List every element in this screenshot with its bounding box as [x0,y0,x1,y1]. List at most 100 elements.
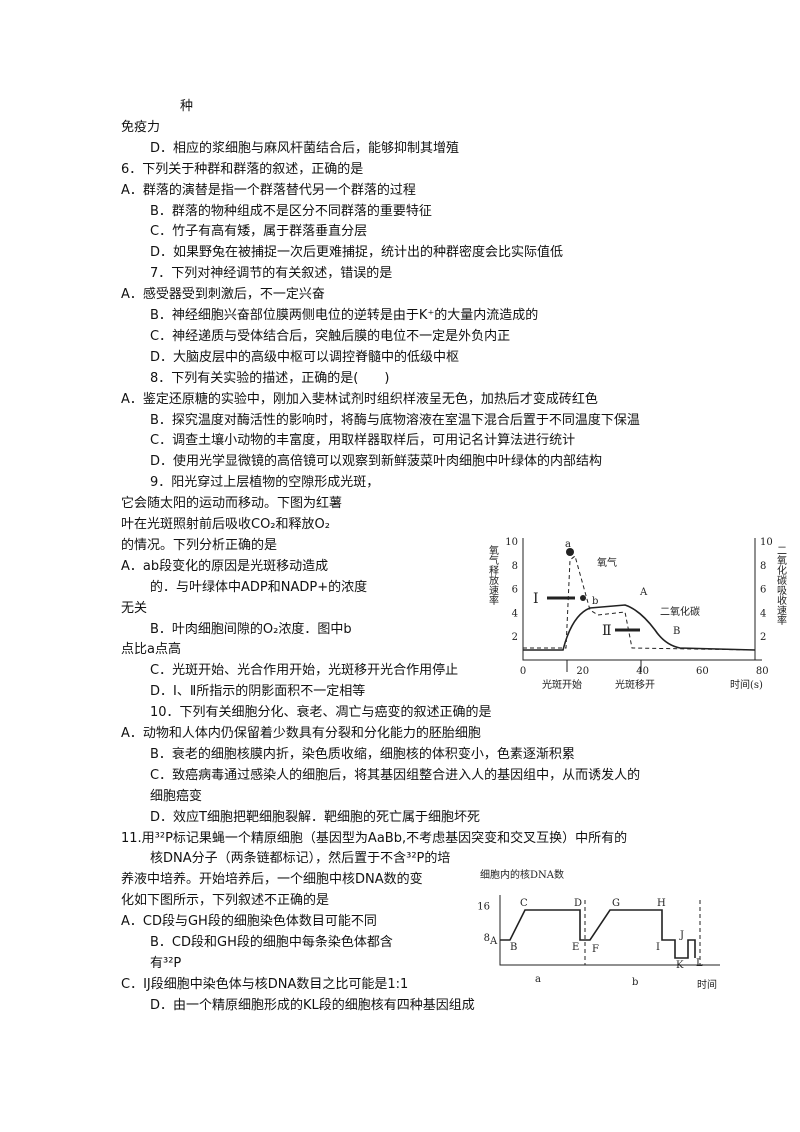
point-label: G [612,898,620,909]
text-line: D．如果野兔在被捕捉一次后更难捕捉，统计出的种群密度会比实际值低 [150,245,564,261]
point [580,595,586,601]
point-label: E [572,942,579,953]
text-line: A．动物和人体内仍保留着少数具有分裂和分化能力的胚胎细胞 [121,726,481,741]
segment-label: b [632,977,638,988]
y2-tick-label: 6 [760,585,766,596]
text-line: 10．下列有关细胞分化、衰老、凋亡与癌变的叙述正确的是 [150,705,492,721]
start-label: 光斑开始 [542,678,582,691]
x-tick-label: 60 [696,666,709,677]
y2-tick-label: 2 [760,632,766,643]
point-label: b [592,596,598,607]
x-tick-label: 0 [520,666,526,677]
text-line: C．竹子有高有矮，属于群落垂直分层 [150,224,368,240]
y2-tick-label: 4 [760,608,766,619]
text-line: 免疫力 [121,119,161,135]
point-label: I [656,942,660,953]
text-line: 6．下列关于种群和群落的叙述，正确的是 [121,161,364,177]
point-label: L [696,958,703,969]
y-tick-label: 8 [484,933,490,944]
point-label: C [520,898,528,909]
y-tick-label: 16 [477,902,490,913]
oxygen-curve [523,555,756,651]
y-tick-label: 10 [505,537,518,548]
y2-tick-label: 10 [760,537,773,548]
co2-curve [523,604,756,651]
x-tick-label: 40 [636,666,649,677]
text-line: 7．下列对神经调节的有关叙述，错误的是 [150,266,393,282]
text-line: C．调查土壤小动物的丰富度，用取样器取样后，可用记名计算法进行统计 [150,433,576,449]
point-label: a [565,539,571,550]
text-line: D．Ⅰ、Ⅱ所指示的阴影面积不一定相等 [150,684,366,700]
point [566,548,574,556]
text-line: 的情况。下列分析正确的是 [121,537,278,553]
text-line: D．相应的浆细胞与麻风杆菌结合后，能够抑制其增殖 [150,140,460,156]
text-line: 养液中培养。开始培养后，一个细胞中核DNA数的变 [121,872,423,888]
axis [522,538,762,661]
text-line: 种 [180,99,194,114]
text-line: D．由一个精原细胞形成的KL段的细胞核有四种基因组成 [150,997,475,1013]
y-label: 氧气释放速率 [487,544,499,606]
text-line: B．叶肉细胞间隙的O₂浓度．图中b [150,621,352,637]
text-line: A．CD段与GH段的细胞染色体数目可能不同 [121,914,377,930]
point-label: F [592,944,599,955]
figure-1: 氧气释放速率 二氧化碳吸收速率 时间(s) 光斑开始 光斑移开 氧气 二氧化碳 … [487,537,787,691]
y-tick-label: 8 [512,561,518,572]
point-label: B [510,942,517,953]
dna-curve [500,909,696,959]
text-line: 的．与叶绿体中ADP和NADP+的浓度 [150,579,368,595]
text-line: C．光斑开始、光合作用开始，光斑移开光合作用停止 [150,663,459,679]
axis [499,895,720,966]
point-label: H [657,898,666,909]
y2-tick-label: 8 [760,561,766,572]
end-label: 光斑移开 [615,678,655,691]
point-label: K [676,960,684,971]
text-line: 9．阳光穿过上层植物的空隙形成光斑， [150,475,380,491]
text-line: 化如下图所示，下列叙述不正确的是 [121,893,330,909]
text-line: C．IJ段细胞中染色体与核DNA数目之比可能是1:1 [121,976,409,992]
text-line: A．鉴定还原糖的实验中，刚加入斐林试剂时组织样液呈无色，加热后才变成砖红色 [121,391,598,407]
point-label: D [574,898,582,909]
text-line: 叶在光斑照射前后吸收CO₂和释放O₂ [121,517,330,532]
text-line: B．神经细胞兴奋部位膜两侧电位的逆转是由于K⁺的大量内流造成的 [150,308,539,323]
text-line: 它会随太阳的运动而移动。下图为红薯 [121,496,343,512]
text-line: 细胞癌变 [150,788,203,804]
text-line: 无关 [121,600,148,616]
y-tick-label: 2 [512,632,518,643]
area-label: Ⅰ [533,591,539,607]
figure-2: 细胞内的核DNA数 时间 a b 16 8 A B C D E F G H I J K L [477,868,720,991]
x-tick-label: 20 [576,666,589,677]
text-line: A．感受器受到刺激后，不一定兴奋 [121,287,325,303]
x-label: 时间(s) [730,678,763,691]
text-line: 点比a点高 [121,642,181,658]
text-line: B．CD段和GH段的细胞中每条染色体都含 [150,935,393,950]
text-line: B．衰老的细胞核膜内折，染色质收缩，细胞核的体积变小，色素逐渐积累 [150,746,575,762]
text-line: C．致癌病毒通过感染人的细胞后，将其基因组整合进入人的基因组中，从而诱发人的 [150,767,641,783]
text-line: 8．下列有关实验的描述，正确的是( ) [150,370,390,386]
point-label: B [673,626,680,637]
fig-title: 细胞内的核DNA数 [480,868,564,881]
o2-label: 氧气 [597,556,617,569]
text-line: B．探究温度对酶活性的影响时，将酶与底物溶液在室温下混合后置于不同温度下保温 [150,412,640,428]
text-line: 核DNA分子（两条链都标记），然后置于不含³²P的培 [150,851,451,867]
x-label: 时间 [697,978,717,991]
text-line: B．群落的物种组成不是区分不同群落的重要特征 [150,203,432,219]
text-line: 11.用³²P标记果蝇一个精原细胞（基因型为AaBb,不考虑基因突变和交叉互换）… [121,830,628,846]
text-line: D．效应T细胞把靶细胞裂解．靶细胞的死亡属于细胞坏死 [150,809,480,825]
text-line: 有³²P [150,955,182,971]
point-label: A [639,587,648,598]
y2-label: 二氧化碳吸收速率 [775,545,787,626]
area-label: Ⅱ [602,623,612,639]
point-label: J [679,930,684,941]
x-tick-label: 80 [756,666,769,677]
co2-label: 二氧化碳 [660,605,700,618]
segment-label: a [535,974,541,985]
y-tick-label: 4 [512,608,518,619]
text-line: D．大脑皮层中的高级中枢可以调控脊髓中的低级中枢 [150,349,460,365]
text-line: A．群落的演替是指一个群落替代另一个群落的过程 [121,182,416,198]
text-line: D．使用光学显微镜的高倍镜可以观察到新鲜菠菜叶肉细胞中叶绿体的内部结构 [150,454,603,470]
text-line: C．神经递质与受体结合后，突触后膜的电位不一定是外负内正 [150,328,511,344]
y-tick-label: 6 [512,585,518,596]
point-label: A [489,936,498,947]
